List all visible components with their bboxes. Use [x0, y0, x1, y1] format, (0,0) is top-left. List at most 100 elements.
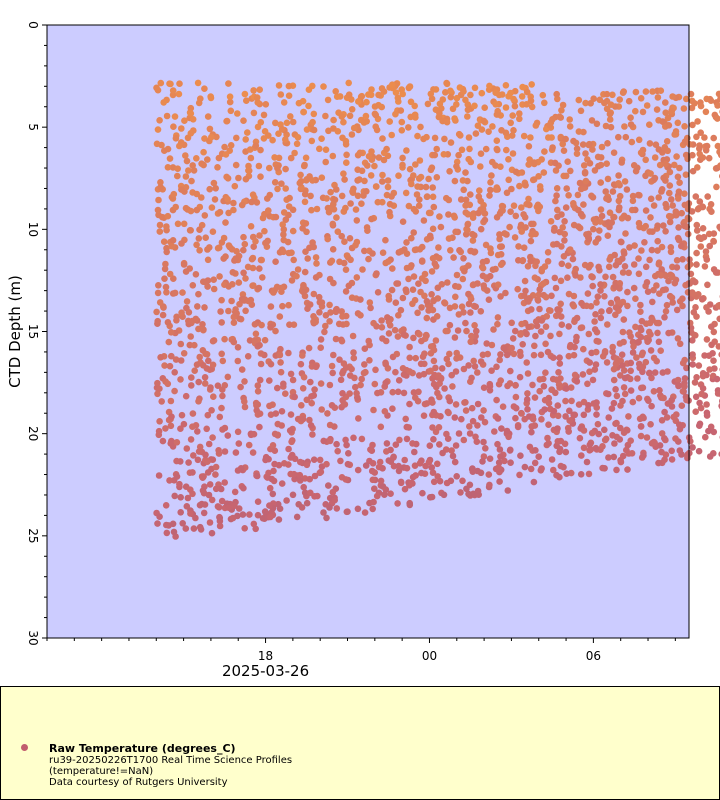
data-point	[173, 439, 181, 446]
data-point	[455, 283, 462, 291]
data-point	[453, 94, 461, 102]
data-point	[256, 376, 264, 384]
data-point	[555, 369, 562, 376]
data-point	[300, 108, 308, 116]
data-point	[221, 143, 228, 151]
data-point	[406, 501, 414, 509]
data-point	[617, 424, 624, 432]
data-point	[397, 306, 405, 314]
data-point	[253, 472, 261, 480]
data-point	[282, 390, 289, 398]
data-point	[695, 362, 703, 369]
data-point	[201, 212, 209, 219]
data-point	[683, 364, 690, 372]
data-point	[318, 135, 325, 142]
data-point	[207, 384, 214, 391]
data-point	[651, 154, 659, 161]
data-point	[173, 457, 180, 465]
data-point	[305, 344, 313, 352]
data-point	[602, 435, 610, 443]
data-point	[310, 243, 318, 251]
data-point	[512, 212, 520, 220]
data-point	[572, 272, 579, 279]
data-point	[657, 272, 665, 279]
data-point	[167, 80, 174, 88]
data-point	[607, 123, 615, 131]
data-point	[458, 146, 466, 154]
data-point	[708, 341, 715, 349]
data-point	[550, 407, 558, 415]
data-point	[296, 471, 304, 479]
data-point	[635, 255, 642, 262]
data-point	[516, 373, 524, 381]
data-point	[408, 180, 415, 188]
data-point	[494, 251, 502, 259]
data-point	[701, 263, 709, 270]
data-point	[209, 361, 217, 369]
data-point	[307, 378, 314, 386]
data-point	[166, 270, 174, 278]
data-point	[455, 430, 463, 437]
data-point	[662, 109, 669, 116]
data-point	[343, 159, 350, 166]
data-point	[194, 303, 201, 310]
data-point	[566, 123, 574, 130]
data-point	[673, 257, 681, 264]
data-point	[208, 529, 216, 537]
data-point	[154, 317, 161, 325]
data-point	[274, 164, 281, 172]
data-point	[451, 115, 458, 122]
data-point	[506, 223, 513, 231]
data-point	[378, 317, 385, 324]
data-point	[221, 335, 228, 343]
data-point	[603, 195, 610, 202]
data-point	[588, 117, 596, 124]
data-point	[501, 230, 508, 237]
data-point	[208, 204, 216, 211]
data-point	[570, 200, 577, 207]
data-point	[687, 438, 694, 445]
data-point	[469, 230, 476, 238]
data-point	[715, 302, 720, 309]
data-point	[589, 376, 597, 384]
data-point	[259, 515, 267, 522]
data-point	[429, 254, 437, 262]
data-point	[377, 477, 385, 485]
data-point	[681, 190, 688, 197]
data-point	[322, 501, 330, 508]
data-point	[554, 412, 562, 420]
data-point	[368, 86, 375, 93]
data-point	[350, 124, 358, 132]
data-point	[472, 130, 480, 137]
data-point	[342, 288, 350, 295]
data-point	[299, 352, 306, 359]
data-point	[676, 164, 683, 172]
data-point	[254, 123, 262, 131]
data-point	[173, 313, 180, 321]
data-point	[663, 301, 671, 309]
data-point	[302, 220, 310, 227]
data-point	[480, 282, 488, 289]
data-point	[522, 182, 529, 189]
data-point	[340, 170, 347, 177]
data-point	[631, 242, 638, 249]
data-point	[157, 354, 164, 361]
data-point	[515, 257, 522, 264]
data-point	[187, 110, 195, 117]
data-point	[398, 127, 406, 134]
data-point	[361, 247, 368, 255]
data-point	[258, 256, 266, 264]
data-point	[170, 190, 178, 198]
data-point	[642, 172, 649, 180]
data-point	[431, 134, 439, 142]
data-point	[171, 113, 179, 120]
data-point	[267, 360, 275, 368]
data-point	[497, 261, 505, 269]
data-point	[475, 491, 483, 499]
data-point	[379, 178, 386, 185]
data-point	[364, 162, 371, 169]
data-point	[201, 501, 209, 508]
data-point	[676, 179, 683, 186]
data-point	[241, 378, 248, 385]
data-point	[625, 97, 633, 105]
